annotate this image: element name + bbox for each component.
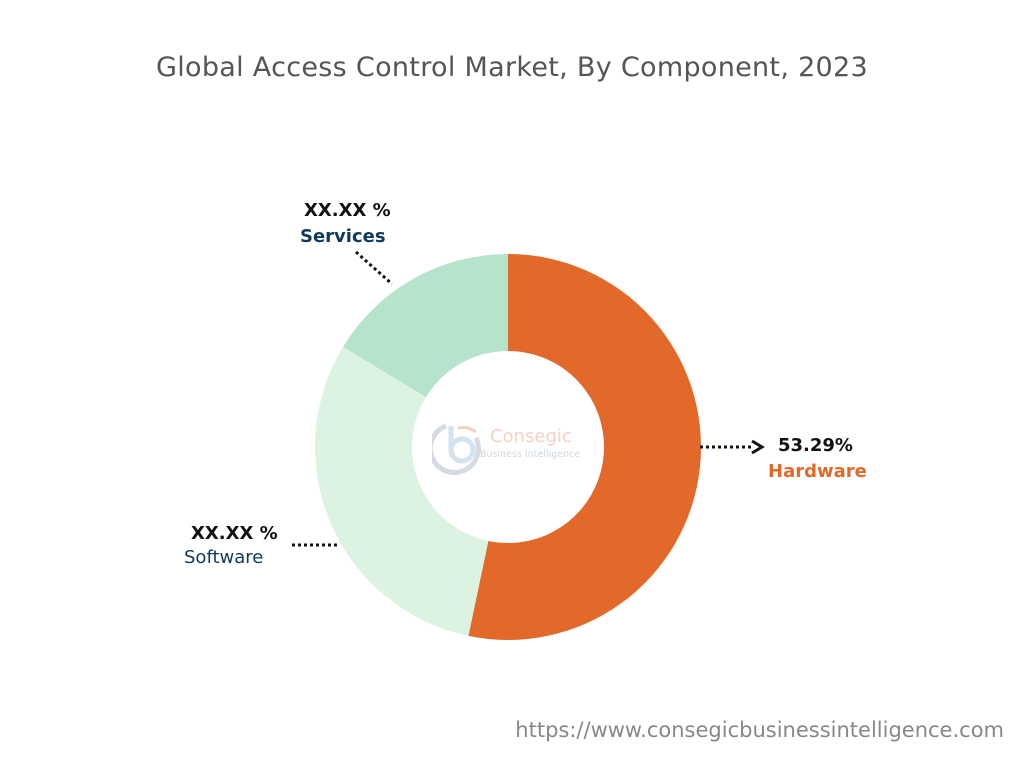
- hardware-name-label: Hardware: [768, 461, 867, 482]
- software-name-label: Software: [184, 547, 264, 568]
- watermark-sub: Business Intelligence: [480, 449, 581, 460]
- services-name-label: Services: [300, 226, 386, 247]
- hardware-value-label: 53.29%: [778, 435, 853, 456]
- slice-software: [315, 346, 489, 636]
- watermark-logo: Consegic Business Intelligence: [432, 418, 592, 478]
- slice-hardware: [468, 254, 701, 640]
- services-value-label: XX.XX %: [304, 200, 391, 221]
- arrowhead-icon: [751, 439, 765, 455]
- slice-services: [343, 254, 508, 398]
- source-url[interactable]: https://www.consegicbusinessintelligence…: [515, 718, 1004, 742]
- chart-title: Global Access Control Market, By Compone…: [156, 52, 868, 83]
- watermark-brand: Consegic: [490, 426, 572, 447]
- leader-line-services: [355, 250, 393, 286]
- software-value-label: XX.XX %: [191, 523, 278, 544]
- logo-icon: [432, 423, 481, 475]
